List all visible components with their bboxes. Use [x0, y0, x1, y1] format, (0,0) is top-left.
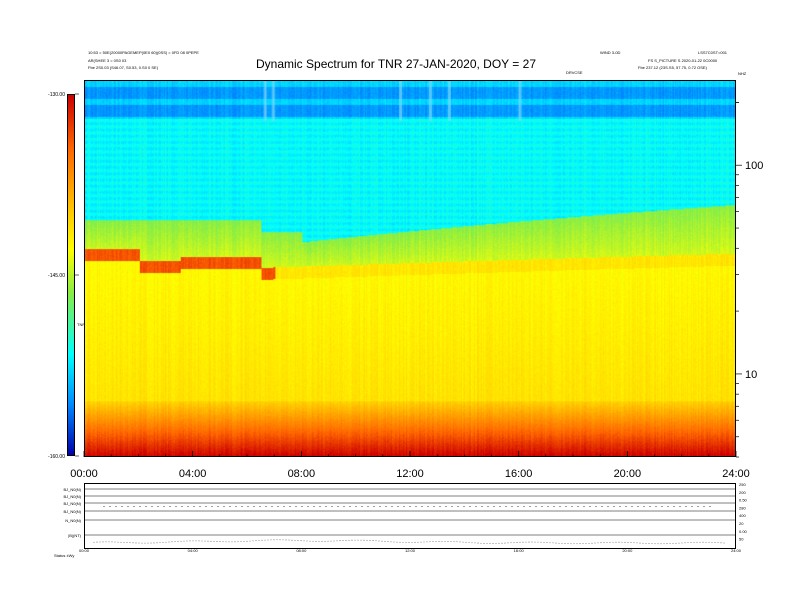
- colorbar-tick-label: -145.00: [48, 273, 65, 279]
- panel-right-label: 280: [739, 505, 746, 510]
- panel-row-label: BJ_N0(N): [63, 487, 81, 492]
- x-axis-tick-label: 04:00: [179, 468, 207, 480]
- panel-right-label: 0.50: [739, 498, 748, 503]
- x-axis-tick-label: 00:00: [70, 468, 98, 480]
- panel-row-label: |B|(NT): [68, 533, 81, 538]
- y-axis-tick-label: 10: [745, 369, 757, 381]
- x-axis-tick-label: 16:00: [505, 468, 533, 480]
- panel-right-label: 250: [739, 482, 746, 487]
- header-center-label: DRVCSE: [566, 70, 583, 75]
- header-info-right-4: Fbe 237.12 (23S.S5, 57.75, 0.72 OSE): [638, 65, 707, 70]
- header-info-right-2: LSS7C0ST=001: [698, 50, 728, 55]
- spectrogram-heatmap: [85, 81, 735, 456]
- x-axis-tick-label: 12:00: [396, 468, 424, 480]
- panel-right-label: 200: [739, 490, 746, 495]
- panel-row-label: BJ_N0(N): [63, 501, 81, 506]
- header-info-left-3: Fbe 2S0.03 (S46.07, S0.53, 0.S0 0 SE): [88, 65, 159, 70]
- header-info-left-1: 10:53 = 50E(20000PAGEMEP(0E0 60)(0SS) = …: [88, 50, 199, 55]
- header-corner-unit: NHZ: [738, 71, 747, 76]
- colorbar: [67, 94, 75, 456]
- panel-row-label: N_N0(N): [65, 518, 81, 523]
- header-info-right-3: FS S_PICTURE S 2020-01-22 0C0000: [648, 58, 718, 63]
- colorbar-tick-label: -160.00: [48, 454, 65, 460]
- bottom-parameter-panel: [84, 483, 736, 549]
- panel-right-label: 0.00: [739, 529, 748, 534]
- x-axis-tick-label: 24:00: [722, 468, 750, 480]
- header-info-right-1: WIND 3-0D: [600, 50, 621, 55]
- x-axis-tick-label: 20:00: [614, 468, 642, 480]
- colorbar-tick-label: -130.00: [48, 92, 65, 98]
- panel-right-label: 20: [739, 521, 744, 526]
- panel-right-label: 400: [739, 513, 746, 518]
- spectrum-plot-area: [84, 80, 736, 457]
- chart-title: Dynamic Spectrum for TNR 27-JAN-2020, DO…: [256, 57, 536, 71]
- panel-row-label: BJ_N0(N): [63, 509, 81, 514]
- x-axis-tick-label: 08:00: [288, 468, 316, 480]
- panel-footer-label: Status ±Wy: [54, 553, 74, 558]
- panel-row-label: BJ_N0(N): [63, 494, 81, 499]
- header-info-left-2: AR(SHEE 3 = 0S0 03: [88, 58, 127, 63]
- y-axis-tick-label: 100: [745, 160, 763, 172]
- colorbar-axis-label: TNR: [77, 322, 86, 327]
- panel-right-label: 50: [739, 537, 744, 542]
